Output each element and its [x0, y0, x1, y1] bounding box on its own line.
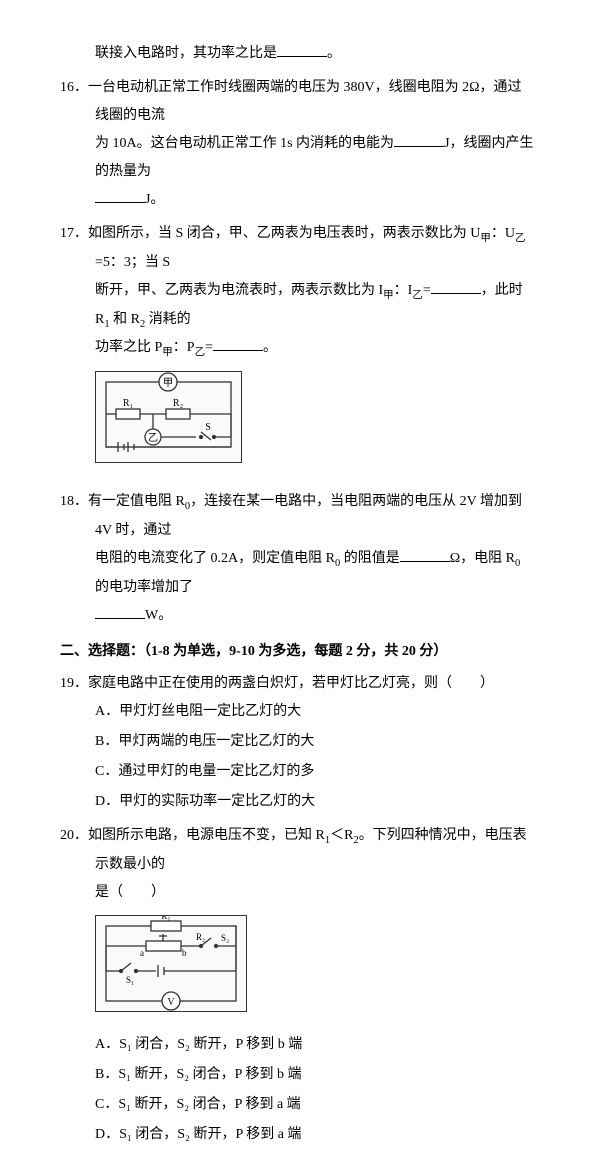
q17-t3b: ：P [173, 340, 195, 355]
q17-line3: 功率之比 P甲：P乙= 。 [60, 334, 535, 363]
q16-blank1 [394, 132, 444, 147]
q19-num: 19． [60, 676, 88, 691]
q17-t1b: ：U [491, 226, 515, 241]
q18-t1: 有一定值电阻 R [88, 494, 185, 509]
q19-option-c: C．通过甲灯的电量一定比乙灯的多 [95, 758, 535, 786]
q17-sub4: 乙 [412, 290, 423, 301]
q17-sub2: 乙 [515, 233, 526, 244]
r2-label: R₂ [173, 398, 183, 409]
q20-line2-text: 是（ ） [95, 885, 165, 900]
q20-option-b: B．S₁ 断开，S₂ 闭合，P 移到 b 端 [95, 1061, 535, 1089]
q20-sb: ＜R [330, 828, 353, 843]
section-2-title: 二、选择题：（1-8 为单选，9-10 为多选，每题 2 分，共 20 分） [60, 638, 535, 666]
q17-sub8: 乙 [195, 347, 206, 358]
q19: 19．家庭电路中正在使用的两盏白炽灯，若甲灯比乙灯亮，则（ ） A．甲灯灯丝电阻… [60, 670, 535, 816]
q17-t2c: = [423, 283, 431, 298]
q17-blank2 [213, 336, 263, 351]
q17-t3c: = [205, 340, 213, 355]
q17-sub1: 甲 [480, 233, 491, 244]
q18-blank2 [95, 604, 145, 619]
q20-line2: 是（ ） [60, 879, 535, 907]
switch-s-label: S [205, 422, 211, 433]
q16-line2: 为 10A。这台电动机正常工作 1s 内消耗的电能为J，线圈内产生的热量为 [60, 130, 535, 186]
q18-t2b: 的阻值是 [340, 551, 400, 566]
q17-t2f: 消耗的 [145, 312, 191, 327]
q17-circuit-diagram: 甲 R₁ R₂ 乙 S [95, 371, 242, 463]
q19-option-d: D．甲灯的实际功率一定比乙灯的大 [95, 788, 535, 816]
q15-blank [277, 42, 327, 57]
q16-line3: J。 [60, 186, 535, 214]
circuit-svg-17: 甲 R₁ R₂ 乙 S [96, 372, 241, 462]
q19-option-a: A．甲灯灯丝电阻一定比乙灯的大 [95, 698, 535, 726]
q18-t3: W。 [145, 608, 172, 623]
q19-stem: 19．家庭电路中正在使用的两盏白炽灯，若甲灯比乙灯亮，则（ ） [60, 670, 535, 698]
q20-circuit-diagram: R₁ a b R₂ S₂ S₁ [95, 915, 247, 1012]
q20-option-c: C．S₁ 断开，S₂ 闭合，P 移到 a 端 [95, 1091, 535, 1119]
q16-text3: J。 [145, 192, 164, 207]
circuit-svg-20: R₁ a b R₂ S₂ S₁ [96, 916, 246, 1011]
q20-options: A．S₁ 闭合，S₂ 断开，P 移到 b 端 B．S₁ 断开，S₂ 闭合，P 移… [60, 1031, 535, 1149]
q16-blank2 [95, 188, 145, 203]
q16-num: 16． [60, 80, 88, 95]
q15-tail: 联接入电路时，其功率之比是 。 [60, 40, 535, 68]
q20-option-a: A．S₁ 闭合，S₂ 断开，P 移到 b 端 [95, 1031, 535, 1059]
q18-t2a: 电阻的电流变化了 0.2A，则定值电阻 R [95, 551, 335, 566]
q17-t3a: 功率之比 P [95, 340, 162, 355]
q17-t1c: =5：3；当 S [95, 255, 170, 270]
q15-tail-end: 。 [327, 46, 341, 61]
r2-label-20: R₂ [196, 932, 205, 942]
q15-tail-text: 联接入电路时，其功率之比是 [95, 46, 277, 61]
q18-sub3: 0 [515, 558, 520, 569]
q20-stem: 20．如图所示电路，电源电压不变，已知 R1＜R2。下列四种情况中，电压表示数最… [60, 822, 535, 879]
q20-option-d: D．S₁ 闭合，S₂ 断开，P 移到 a 端 [95, 1121, 535, 1149]
q20-num: 20． [60, 828, 88, 843]
q18-t2d: 的电功率增加了 [95, 580, 193, 595]
s2-label: S₂ [221, 933, 229, 943]
r1-label: R₁ [123, 398, 133, 409]
q17-t2a: 断开，甲、乙两表为电流表时，两表示数比为 I [95, 283, 383, 298]
q17-sub7: 甲 [162, 347, 173, 358]
q17-t3d: 。 [263, 340, 277, 355]
q17-sub3: 甲 [383, 290, 394, 301]
q19-options: A．甲灯灯丝电阻一定比乙灯的大 B．甲灯两端的电压一定比乙灯的大 C．通过甲灯的… [60, 698, 535, 816]
q16-text1: 一台电动机正常工作时线圈两端的电压为 380V，线圈电阻为 2Ω，通过线圈的电流 [88, 80, 522, 123]
q18-t2c: Ω，电阻 R [450, 551, 515, 566]
q18-line2: 电阻的电流变化了 0.2A，则定值电阻 R0 的阻值是Ω，电阻 R0 的电功率增… [60, 545, 535, 602]
q17-line1: 17．如图所示，当 S 闭合，甲、乙两表为电压表时，两表示数比为 U甲：U乙 =5… [60, 220, 535, 277]
voltmeter-label: V [167, 997, 175, 1008]
q16-line1: 16．一台电动机正常工作时线圈两端的电压为 380V，线圈电阻为 2Ω，通过线圈… [60, 74, 535, 130]
q17-t2e: 和 R [110, 312, 140, 327]
q17: 17．如图所示，当 S 闭合，甲、乙两表为电压表时，两表示数比为 U甲：U乙=5… [60, 220, 535, 482]
q16-text2: 为 10A。这台电动机正常工作 1s 内消耗的电能为 [95, 136, 394, 151]
meter-jia-label: 甲 [163, 378, 173, 389]
b-label: b [182, 948, 187, 958]
q16: 16．一台电动机正常工作时线圈两端的电压为 380V，线圈电阻为 2Ω，通过线圈… [60, 74, 535, 214]
r1-label-20: R₁ [161, 916, 170, 921]
q18-blank1 [400, 547, 450, 562]
q17-t2b: ：I [394, 283, 413, 298]
meter-yi-label: 乙 [148, 432, 158, 444]
q18: 18．有一定值电阻 R0，连接在某一电路中，当电阻两端的电压从 2V 增加到 4… [60, 488, 535, 630]
a-label: a [140, 948, 144, 958]
q17-line2: 断开，甲、乙两表为电流表时，两表示数比为 I甲：I乙=，此时 R1 和 R2 消… [60, 277, 535, 335]
q19-option-b: B．甲灯两端的电压一定比乙灯的大 [95, 728, 535, 756]
s1-label: S₁ [126, 975, 134, 985]
q18-line3: W。 [60, 602, 535, 630]
q19-stem-text: 家庭电路中正在使用的两盏白炽灯，若甲灯比乙灯亮，则（ ） [88, 676, 494, 691]
q20-sa: 如图所示电路，电源电压不变，已知 R [88, 828, 325, 843]
q18-line1: 18．有一定值电阻 R0，连接在某一电路中，当电阻两端的电压从 2V 增加到 4… [60, 488, 535, 545]
q15-tail-line: 联接入电路时，其功率之比是 。 [60, 40, 535, 68]
q17-t1a: 如图所示，当 S 闭合，甲、乙两表为电压表时，两表示数比为 U [88, 226, 480, 241]
q17-blank1 [431, 279, 481, 294]
q18-num: 18． [60, 494, 88, 509]
q17-num: 17． [60, 226, 88, 241]
q20: 20．如图所示电路，电源电压不变，已知 R1＜R2。下列四种情况中，电压表示数最… [60, 822, 535, 1149]
